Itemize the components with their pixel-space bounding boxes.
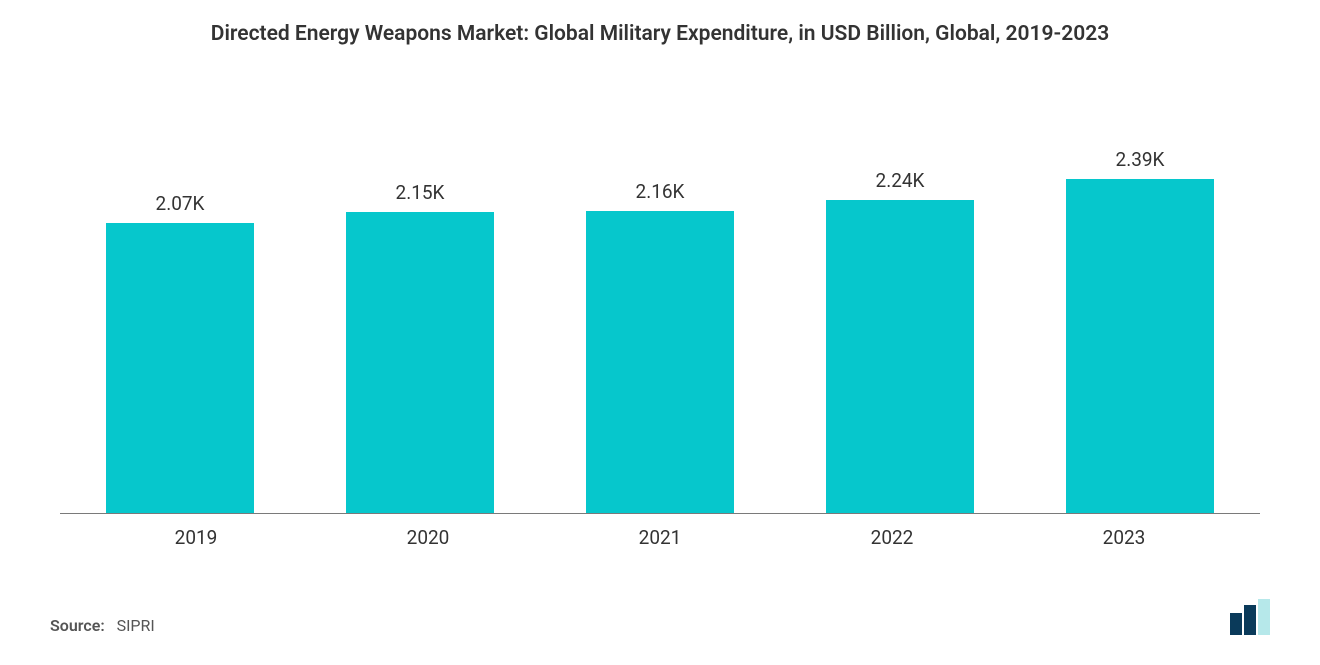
bar-value-label: 2.24K	[876, 169, 925, 192]
bar-value-label: 2.39K	[1116, 148, 1165, 171]
bar-group: 2.15K	[300, 128, 540, 513]
bar	[106, 223, 255, 513]
bar-value-label: 2.16K	[636, 180, 685, 203]
x-axis-label: 2020	[312, 526, 544, 549]
bar	[586, 211, 735, 513]
source-attribution: Source: SIPRI	[50, 616, 155, 635]
plot-area: 2.07K 2.15K 2.16K 2.24K 2.39K	[40, 48, 1280, 513]
bar-group: 2.39K	[1020, 128, 1260, 513]
bar-group: 2.24K	[780, 128, 1020, 513]
chart-container: Directed Energy Weapons Market: Global M…	[0, 0, 1320, 665]
x-axis: 20192020202120222023	[60, 513, 1260, 549]
bar	[826, 200, 975, 513]
brand-logo-icon	[1230, 599, 1270, 635]
source-value: SIPRI	[117, 616, 155, 635]
bar-group: 2.07K	[60, 128, 300, 513]
bar	[1066, 179, 1215, 513]
logo-bar-icon	[1230, 613, 1242, 635]
logo-bar-icon	[1244, 605, 1256, 635]
x-axis-label: 2022	[776, 526, 1008, 549]
chart-footer: Source: SIPRI	[40, 549, 1280, 635]
bar-value-label: 2.07K	[156, 192, 205, 215]
source-key: Source:	[50, 616, 105, 635]
bar	[346, 212, 495, 513]
logo-bar-icon	[1258, 599, 1270, 635]
bar-group: 2.16K	[540, 128, 780, 513]
x-axis-label: 2021	[544, 526, 776, 549]
chart-title: Directed Energy Weapons Market: Global M…	[40, 20, 1280, 48]
x-axis-label: 2019	[80, 526, 312, 549]
x-axis-label: 2023	[1008, 526, 1240, 549]
bar-value-label: 2.15K	[396, 181, 445, 204]
